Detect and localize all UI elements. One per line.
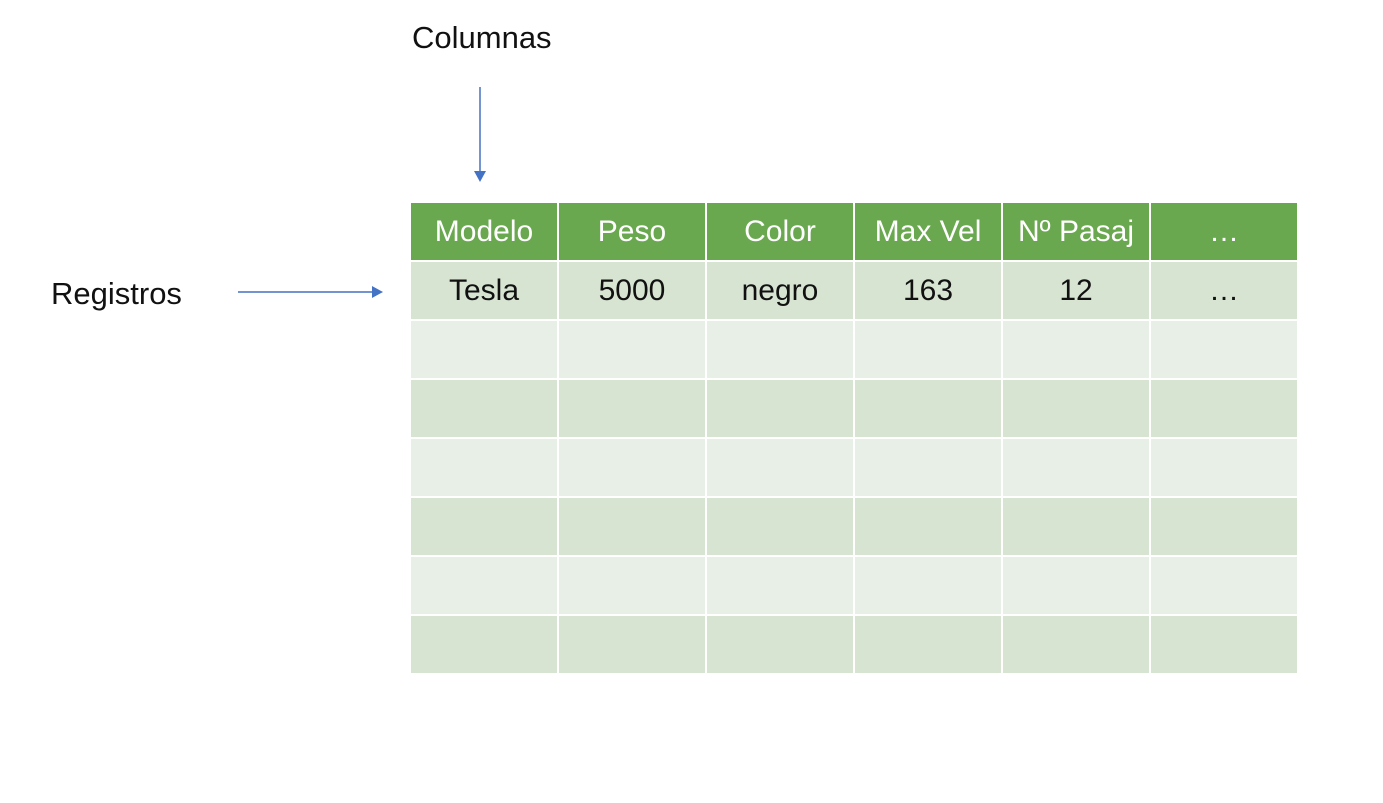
table-cell: [557, 378, 707, 439]
table-cell: [1149, 496, 1299, 557]
table-row: [409, 378, 1299, 439]
table-cell: [705, 614, 855, 675]
table-row: [409, 555, 1299, 616]
table-cell: [409, 437, 559, 498]
table-cell: [853, 378, 1003, 439]
arrow-right-icon: [238, 286, 383, 298]
header-cell-color: Color: [705, 201, 855, 262]
table-cell: 12: [1001, 260, 1151, 321]
table-cell: [409, 614, 559, 675]
header-cell-max-vel: Max Vel: [853, 201, 1003, 262]
table-cell: [557, 555, 707, 616]
table-cell: [1001, 496, 1151, 557]
table-cell: 5000: [557, 260, 707, 321]
header-cell-num-pasaj: Nº Pasaj: [1001, 201, 1151, 262]
table-cell: Tesla: [409, 260, 559, 321]
table-cell: [853, 555, 1003, 616]
table-row: [409, 437, 1299, 498]
header-cell-peso: Peso: [557, 201, 707, 262]
table-cell: [853, 614, 1003, 675]
header-cell-modelo: Modelo: [409, 201, 559, 262]
table-row: [409, 319, 1299, 380]
table-cell: …: [1149, 260, 1299, 321]
table-cell: [705, 319, 855, 380]
table-row: [409, 496, 1299, 557]
table-row: Tesla 5000 negro 163 12…: [409, 260, 1299, 321]
table-cell: [705, 555, 855, 616]
table-cell: [409, 378, 559, 439]
table-cell: [1001, 319, 1151, 380]
registros-label: Registros: [51, 276, 182, 311]
table-cell: [853, 496, 1003, 557]
table-cell: [557, 614, 707, 675]
table-cell: [705, 378, 855, 439]
table-cell: [1149, 555, 1299, 616]
table-row: [409, 614, 1299, 675]
table-cell: [853, 319, 1003, 380]
table-cell: [1001, 614, 1151, 675]
table-cell: [1149, 614, 1299, 675]
table-cell: [557, 437, 707, 498]
table-cell: [705, 437, 855, 498]
table-cell: [409, 555, 559, 616]
table-cell: [1149, 437, 1299, 498]
data-table: Modelo Peso Color Max Vel Nº Pasaj … Tes…: [409, 201, 1299, 675]
header-cell-ellipsis: …: [1149, 201, 1299, 262]
table-cell: [1149, 378, 1299, 439]
columnas-label: Columnas: [412, 20, 552, 55]
table-cell: [409, 496, 559, 557]
table-cell: [1149, 319, 1299, 380]
table-cell: [557, 496, 707, 557]
table-cell: [409, 319, 559, 380]
table-body: Tesla 5000 negro 163 12…: [409, 260, 1299, 675]
table-cell: 163: [853, 260, 1003, 321]
table-cell: [853, 437, 1003, 498]
arrow-down-icon: [474, 87, 486, 182]
table-cell: [1001, 378, 1151, 439]
table-header-row: Modelo Peso Color Max Vel Nº Pasaj …: [409, 201, 1299, 262]
table-cell: negro: [705, 260, 855, 321]
table-cell: [705, 496, 855, 557]
table-cell: [1001, 555, 1151, 616]
table-cell: [1001, 437, 1151, 498]
table-cell: [557, 319, 707, 380]
